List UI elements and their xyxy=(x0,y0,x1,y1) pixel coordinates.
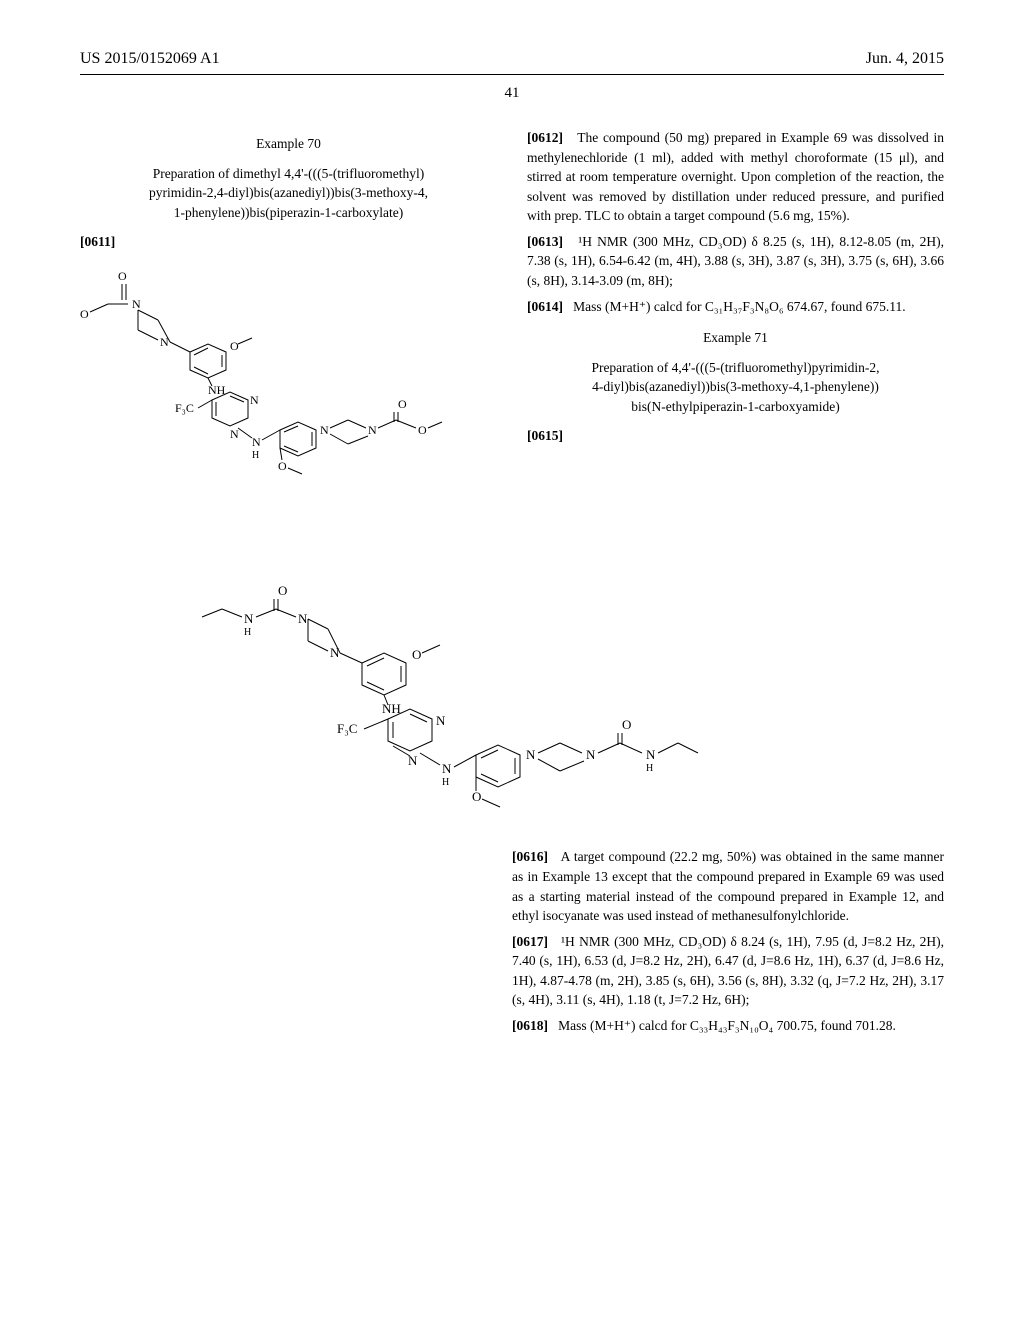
svg-text:N: N xyxy=(132,297,141,311)
svg-text:O: O xyxy=(398,397,407,411)
svg-text:N: N xyxy=(436,713,446,728)
patent-number: US 2015/0152069 A1 xyxy=(80,50,220,68)
para-text-0618: Mass (M+H⁺) calcd for C₃₃H₄₃F₃N₁₀O₄ 700.… xyxy=(558,1018,896,1033)
svg-text:F₃C: F₃C xyxy=(337,721,357,736)
svg-text:O: O xyxy=(80,307,89,321)
svg-text:O: O xyxy=(278,459,287,473)
svg-text:NH: NH xyxy=(382,701,401,716)
prep-line-71-2: 4-diyl)bis(azanediyl))bis(3-methoxy-4,1-… xyxy=(592,379,879,394)
prep-line-3: 1-phenylene))bis(piperazin-1-carboxylate… xyxy=(174,205,403,220)
para-num-0614: [0614] xyxy=(527,299,563,314)
svg-text:N: N xyxy=(252,435,261,449)
svg-text:O: O xyxy=(418,423,427,437)
para-0617: [0617] ¹H NMR (300 MHz, CD₃OD) δ 8.24 (s… xyxy=(512,932,944,1010)
patent-date: Jun. 4, 2015 xyxy=(866,50,944,68)
example-70-heading: Example 70 xyxy=(80,134,497,154)
svg-text:N: N xyxy=(298,611,308,626)
prep-line-71-3: bis(N-ethylpiperazin-1-carboxyamide) xyxy=(631,399,839,414)
svg-text:N: N xyxy=(586,747,596,762)
para-num-0618: [0618] xyxy=(512,1018,548,1033)
two-column-layout: Example 70 Preparation of dimethyl 4,4'-… xyxy=(80,122,944,537)
svg-text:O: O xyxy=(230,339,239,353)
svg-text:N: N xyxy=(244,611,254,626)
compound-name-70: Preparation of dimethyl 4,4'-(((5-(trifl… xyxy=(80,164,497,223)
page-header: US 2015/0152069 A1 Jun. 4, 2015 xyxy=(80,50,944,68)
para-num-0613: [0613] xyxy=(527,234,563,249)
svg-text:H: H xyxy=(252,450,259,461)
para-num-0616: [0616] xyxy=(512,849,548,864)
example-71-heading: Example 71 xyxy=(527,328,944,348)
svg-text:N: N xyxy=(442,761,452,776)
para-text-0617: ¹H NMR (300 MHz, CD₃OD) δ 8.24 (s, 1H), … xyxy=(512,934,944,1008)
svg-text:F₃C: F₃C xyxy=(175,401,194,415)
full-width-bottom: N H O N N xyxy=(80,557,944,1035)
right-column: [0612] The compound (50 mg) prepared in … xyxy=(527,122,944,537)
bottom-right-text: [0616] A target compound (22.2 mg, 50%) … xyxy=(512,847,944,1035)
para-num-0611: [0611] xyxy=(80,234,115,249)
svg-text:N: N xyxy=(646,747,656,762)
para-text-0614: Mass (M+H⁺) calcd for C₃₁H₃₇F₃N₈O₆ 674.6… xyxy=(573,299,906,314)
para-0618: [0618] Mass (M+H⁺) calcd for C₃₃H₄₃F₃N₁₀… xyxy=(512,1016,944,1036)
patent-page: US 2015/0152069 A1 Jun. 4, 2015 41 Examp… xyxy=(0,0,1024,1320)
para-text-0613: ¹H NMR (300 MHz, CD₃OD) δ 8.25 (s, 1H), … xyxy=(527,234,944,288)
svg-text:N: N xyxy=(250,393,259,407)
para-num-0617: [0617] xyxy=(512,934,548,949)
svg-text:H: H xyxy=(244,627,251,638)
para-text-0612: The compound (50 mg) prepared in Example… xyxy=(527,130,944,223)
svg-text:O: O xyxy=(118,269,127,283)
para-0612: [0612] The compound (50 mg) prepared in … xyxy=(527,128,944,226)
svg-text:N: N xyxy=(330,645,340,660)
svg-text:H: H xyxy=(442,777,449,788)
page-number: 41 xyxy=(80,85,944,102)
para-0611: [0611] xyxy=(80,232,497,252)
left-column: Example 70 Preparation of dimethyl 4,4'-… xyxy=(80,122,497,537)
svg-text:N: N xyxy=(320,423,329,437)
svg-text:O: O xyxy=(472,789,481,804)
svg-text:O: O xyxy=(622,717,631,732)
svg-text:O: O xyxy=(278,583,287,598)
para-0616: [0616] A target compound (22.2 mg, 50%) … xyxy=(512,847,944,925)
svg-text:N: N xyxy=(230,427,239,441)
prep-line-2: pyrimidin-2,4-diyl)bis(azanediyl))bis(3-… xyxy=(149,185,428,200)
svg-text:N: N xyxy=(526,747,536,762)
para-text-0616: A target compound (22.2 mg, 50%) was obt… xyxy=(512,849,944,923)
chemical-structure-70: O O N N xyxy=(80,262,497,528)
para-0615: [0615] xyxy=(527,426,944,446)
para-num-0615: [0615] xyxy=(527,428,563,443)
para-0614: [0614] Mass (M+H⁺) calcd for C₃₁H₃₇F₃N₈O… xyxy=(527,297,944,317)
para-num-0612: [0612] xyxy=(527,130,563,145)
header-rule xyxy=(80,74,944,75)
prep-line-71-1: Preparation of 4,4'-(((5-(trifluoromethy… xyxy=(591,360,879,375)
chemical-structure-71: N H O N N xyxy=(80,557,944,822)
svg-text:N: N xyxy=(368,423,377,437)
svg-text:H: H xyxy=(646,763,653,774)
svg-text:O: O xyxy=(412,647,421,662)
prep-line-1: Preparation of dimethyl 4,4'-(((5-(trifl… xyxy=(153,166,425,181)
para-0613: [0613] ¹H NMR (300 MHz, CD₃OD) δ 8.25 (s… xyxy=(527,232,944,291)
compound-name-71: Preparation of 4,4'-(((5-(trifluoromethy… xyxy=(527,358,944,417)
